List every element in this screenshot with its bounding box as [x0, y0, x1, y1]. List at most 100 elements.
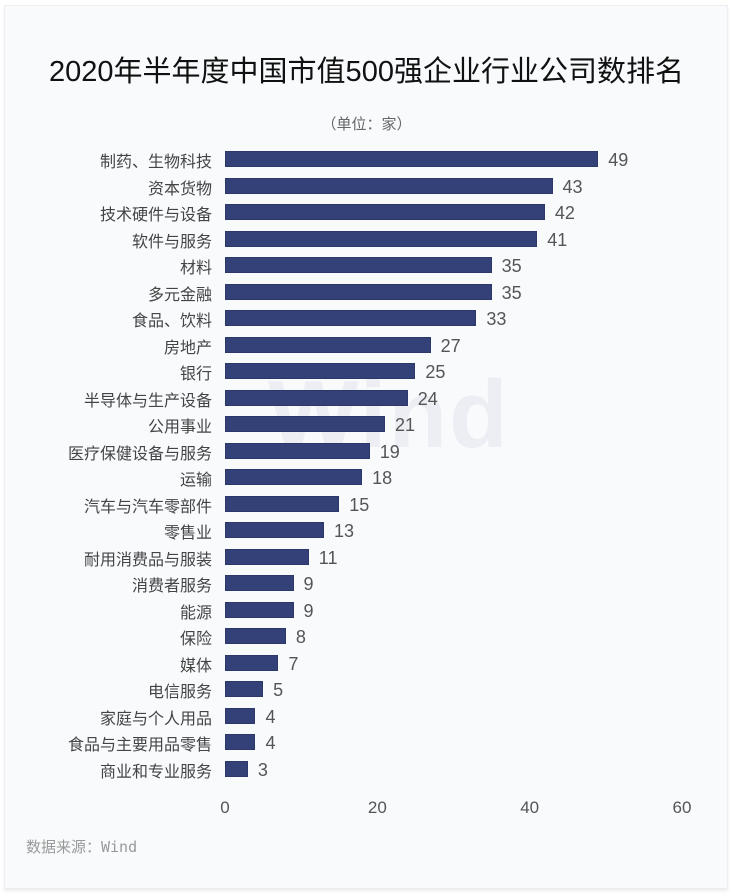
- bar: [225, 654, 279, 671]
- category-label: 银行: [179, 366, 212, 383]
- bar-row: 材料 35: [0, 256, 733, 277]
- category-label: 商业和专业服务: [99, 763, 212, 781]
- value-label: 13: [334, 521, 355, 541]
- bar: [225, 628, 286, 644]
- value-label: 18: [372, 468, 393, 488]
- value-label: 25: [425, 362, 446, 382]
- bar-row: 汽车与汽车零部件 15: [0, 494, 733, 516]
- bar: [225, 204, 545, 220]
- bar-row: 能源 9: [0, 600, 733, 622]
- category-label: 运输: [179, 472, 212, 489]
- bar-row: 公用事业 21: [0, 415, 733, 436]
- bar: [225, 416, 385, 432]
- bar: [225, 760, 248, 777]
- bar-row: 家庭与个人用品 4: [0, 706, 733, 728]
- value-label: 15: [349, 494, 370, 515]
- value-label: 41: [547, 229, 568, 250]
- bar-row: 软件与服务 41: [0, 229, 733, 251]
- value-label: 4: [265, 733, 276, 753]
- x-tick-label: 40: [520, 798, 540, 817]
- category-label: 半导体与生产设备: [83, 392, 212, 410]
- bar-row: 运输 18: [0, 468, 733, 489]
- category-label: 家庭与个人用品: [99, 710, 212, 728]
- category-label: 汽车与汽车零部件: [83, 498, 212, 516]
- x-tick-label: 0: [220, 798, 230, 817]
- bar-row: 半导体与生产设备 24: [0, 388, 733, 410]
- bar: [225, 151, 599, 167]
- bar: [225, 389, 408, 406]
- bar-row: 房地产 27: [0, 335, 733, 357]
- bar: [225, 363, 416, 379]
- category-label: 软件与服务: [131, 233, 212, 251]
- value-label: 35: [501, 282, 522, 303]
- value-label: 9: [303, 600, 314, 621]
- category-label: 资本货物: [147, 180, 212, 198]
- value-label: 19: [379, 441, 400, 462]
- value-label: 3: [257, 759, 268, 780]
- category-label: 耐用消费品与服装: [83, 551, 212, 569]
- bar: [225, 469, 363, 485]
- value-label: 11: [318, 547, 338, 568]
- bar: [225, 734, 256, 750]
- bar: [225, 336, 431, 353]
- value-label: 7: [288, 653, 299, 674]
- bar-row: 耐用消费品与服装 11: [0, 547, 733, 569]
- value-label: 27: [440, 335, 461, 356]
- bar-row: 医疗保健设备与服务 19: [0, 441, 733, 463]
- bar: [225, 257, 492, 273]
- value-label: 9: [303, 574, 314, 594]
- bar-row: 商业和专业服务 3: [0, 759, 733, 781]
- value-label: 42: [554, 203, 575, 223]
- bar: [225, 707, 256, 724]
- value-label: 33: [486, 309, 507, 329]
- category-label: 食品、饮料: [131, 313, 212, 330]
- bar-row: 技术硬件与设备 42: [0, 203, 733, 224]
- bar: [225, 522, 325, 538]
- value-label: 24: [417, 388, 438, 409]
- bar: [225, 310, 477, 326]
- chart-subtitle: （单位：家）: [321, 116, 412, 133]
- value-label: 8: [295, 627, 306, 647]
- bar-row: 食品、饮料 33: [0, 309, 733, 330]
- value-label: 21: [394, 415, 415, 435]
- bar-row: 电信服务 5: [0, 680, 733, 701]
- bar: [225, 283, 492, 300]
- value-label: 49: [608, 150, 629, 170]
- bar-row: 保险 8: [0, 627, 733, 648]
- category-label: 食品与主要用品零售: [67, 737, 212, 754]
- category-label: 媒体: [179, 657, 212, 675]
- bar-row: 银行 25: [0, 362, 733, 383]
- value-label: 5: [273, 680, 284, 700]
- value-label: 43: [562, 176, 583, 197]
- category-label: 消费者服务: [131, 578, 212, 595]
- category-label: 技术硬件与设备: [99, 207, 212, 224]
- category-label: 公用事业: [147, 419, 212, 436]
- category-label: 房地产: [163, 339, 212, 357]
- bar: [225, 442, 370, 459]
- category-label: 零售业: [163, 525, 212, 542]
- category-label: 医疗保健设备与服务: [67, 445, 212, 463]
- bar-row: 零售业 13: [0, 521, 733, 542]
- bar: [225, 177, 553, 194]
- bar: [225, 548, 309, 565]
- data-source: 数据来源：Wind: [26, 838, 138, 856]
- bar-row: 媒体 7: [0, 653, 733, 675]
- bar: [225, 601, 294, 618]
- value-label: 35: [501, 256, 522, 276]
- bar-row: 消费者服务 9: [0, 574, 733, 595]
- x-tick-label: 60: [672, 798, 692, 817]
- category-label: 多元金融: [147, 286, 212, 304]
- bar: [225, 575, 294, 591]
- bar: [225, 681, 264, 697]
- bar-row: 多元金融 35: [0, 282, 733, 304]
- bar-row: 制药、生物科技 49: [0, 150, 733, 171]
- chart-title: 2020年半年度中国市值500强企业行业公司数排名: [49, 56, 684, 88]
- bar-row: 食品与主要用品零售 4: [0, 733, 733, 754]
- bar: [225, 230, 538, 247]
- x-tick-label: 20: [367, 798, 387, 817]
- category-label: 保险: [179, 631, 212, 648]
- bar: [225, 495, 340, 512]
- value-label: 4: [265, 706, 276, 727]
- category-label: 能源: [179, 604, 212, 622]
- category-label: 制药、生物科技: [99, 154, 212, 171]
